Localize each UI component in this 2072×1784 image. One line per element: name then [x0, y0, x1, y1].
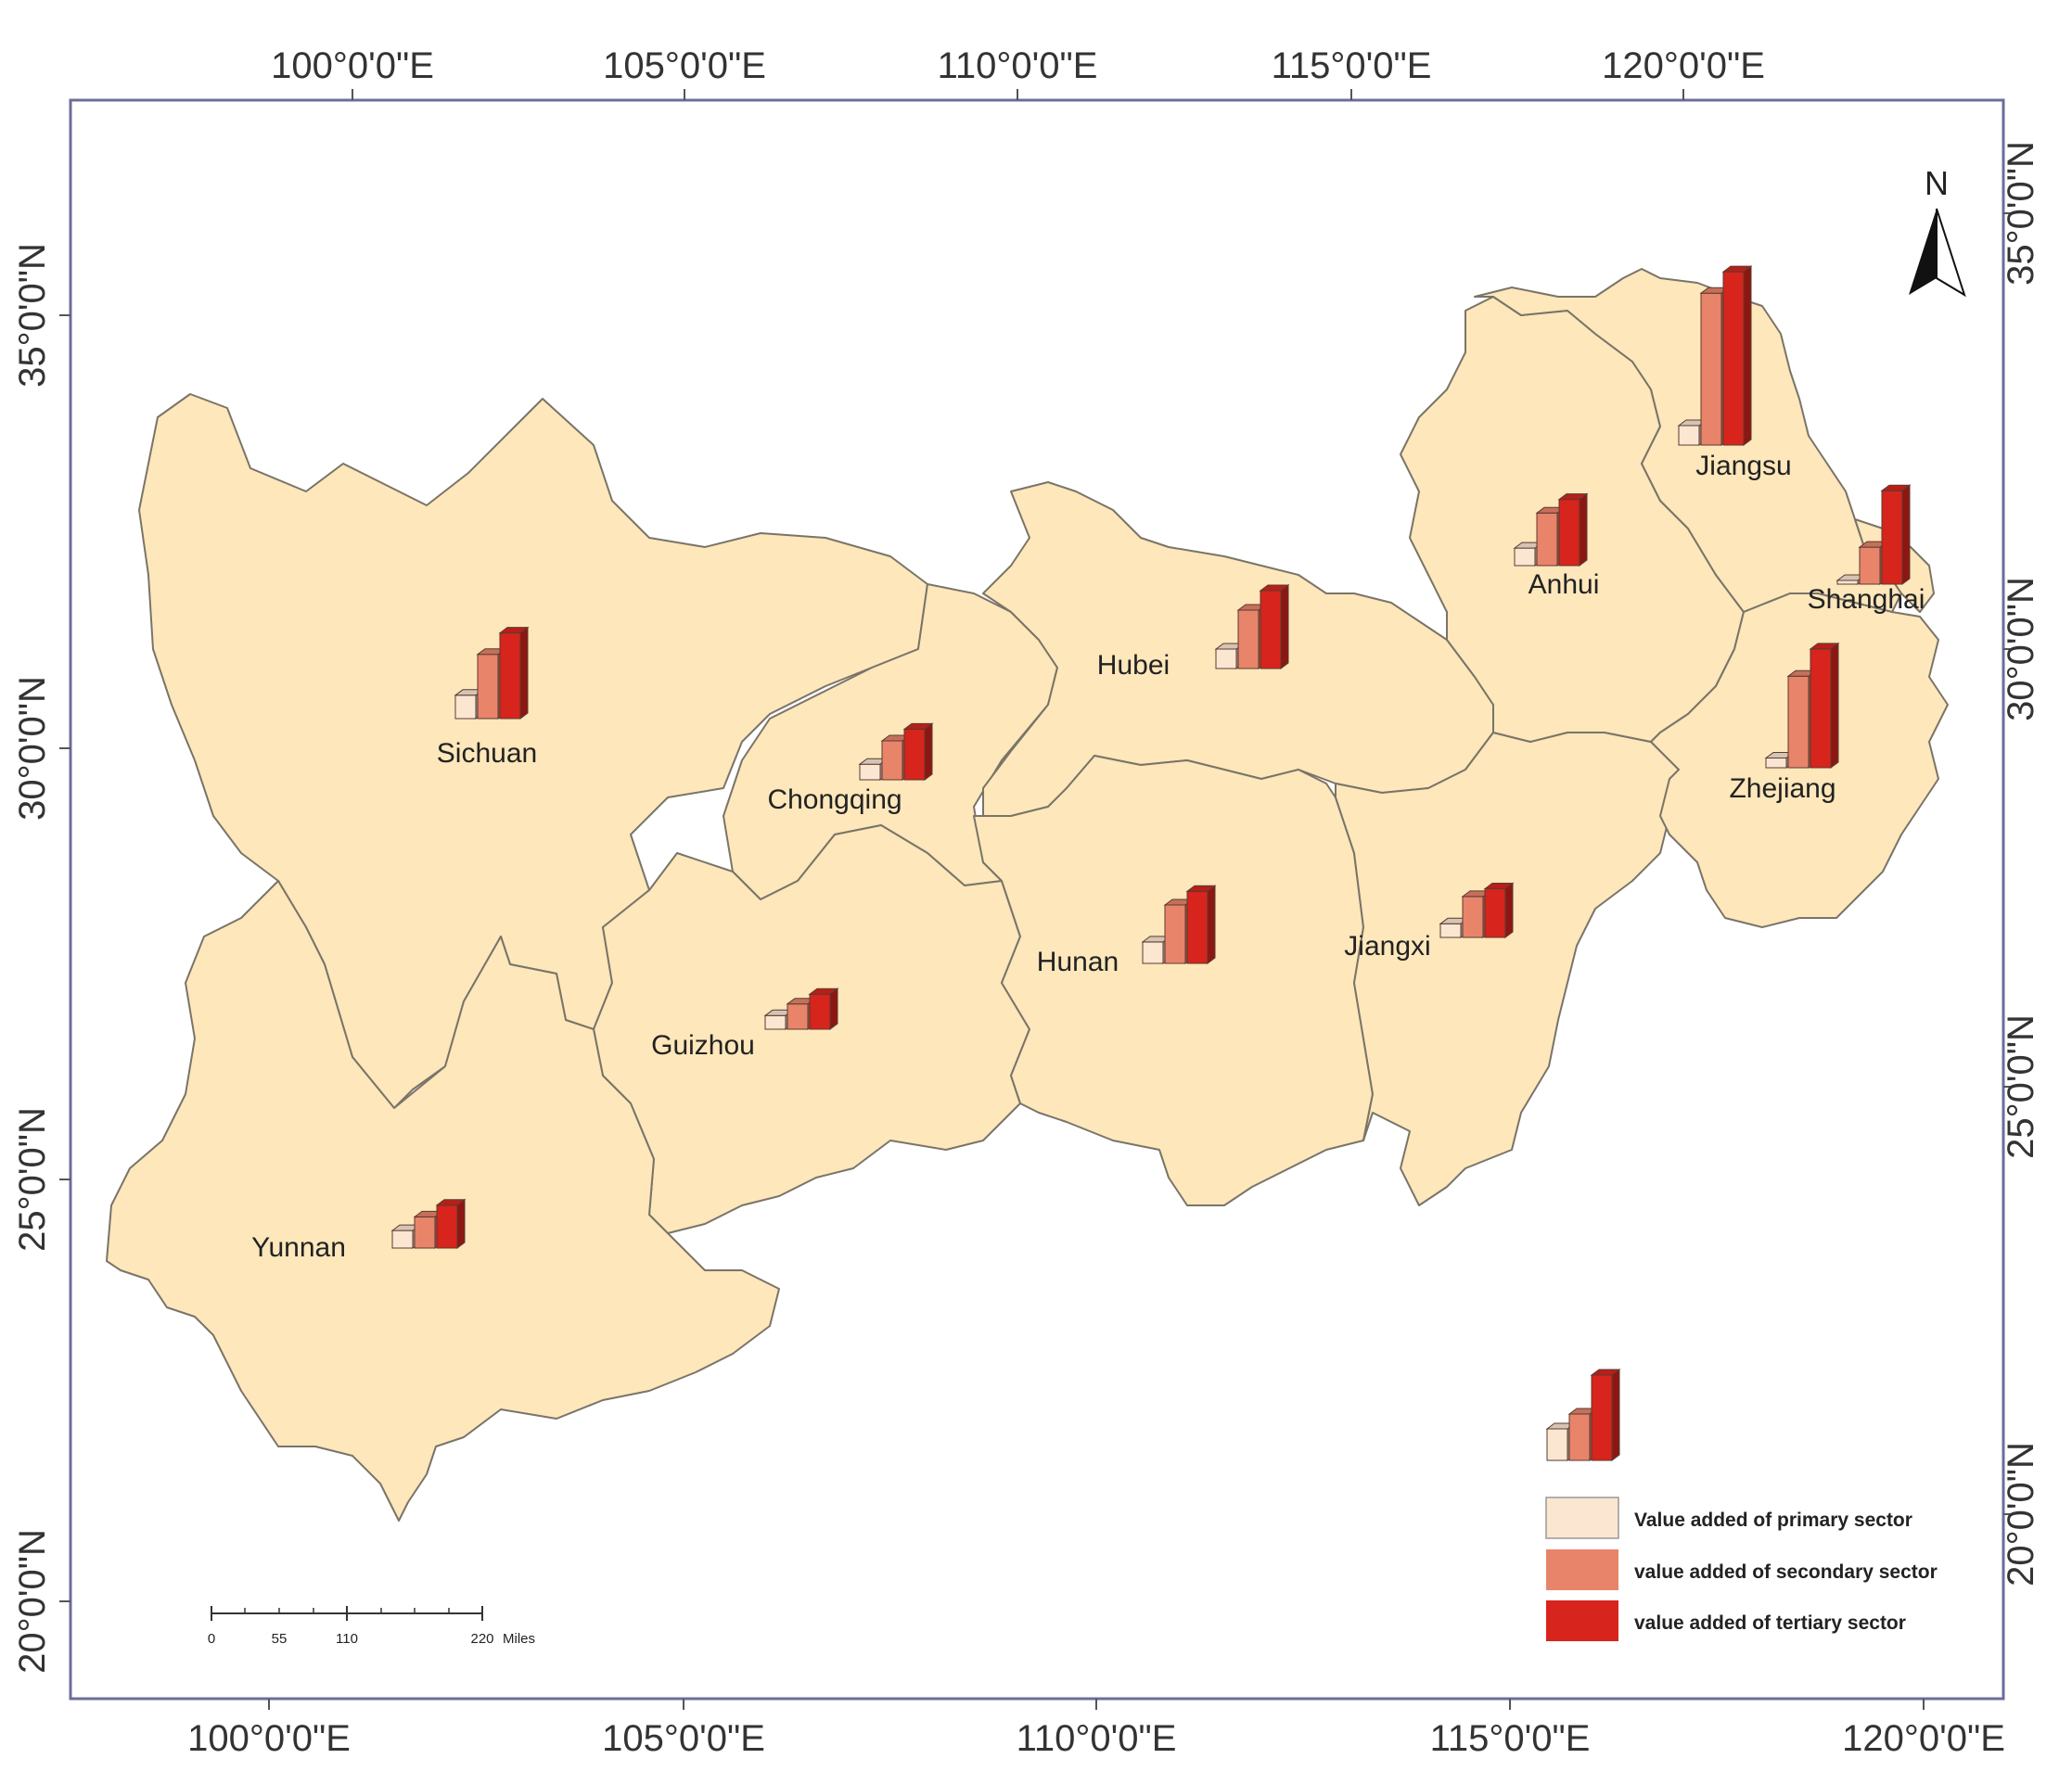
lon-label-top: 110°0'0"E: [938, 45, 1098, 86]
legend-label-secondary: value added of secondary sector: [1634, 1561, 1938, 1583]
legend: Value added of primary sector value adde…: [1545, 1369, 1938, 1641]
bar-tertiary: [1483, 882, 1515, 938]
north-arrow-icon: N: [1909, 164, 1966, 298]
bar-group-guizhou: [763, 988, 839, 1030]
legend-swatch-tertiary: [1546, 1600, 1618, 1641]
province-label-jiangsu: Jiangsu: [1695, 451, 1791, 481]
lon-label-bottom: 110°0'0"E: [1017, 1718, 1177, 1759]
province-label-jiangxi: Jiangxi: [1344, 931, 1430, 962]
bar-tertiary: [435, 1198, 467, 1249]
bar-tertiary: [1259, 584, 1290, 669]
lat-label-left: 30°0'0"N: [12, 676, 53, 821]
bar-tertiary: [1809, 642, 1840, 769]
scale-unit: Miles: [503, 1631, 535, 1647]
province-label-anhui: Anhui: [1528, 569, 1600, 600]
province-label-chongqing: Chongqing: [767, 784, 902, 815]
province-label-sichuan: Sichuan: [437, 738, 537, 769]
scale-tick-110: 110: [336, 1631, 358, 1647]
bar-group-jiangxi: [1439, 882, 1515, 938]
province-label-yunnan: Yunnan: [251, 1232, 346, 1263]
legend-label-tertiary: value added of tertiary sector: [1634, 1612, 1906, 1634]
lat-label-right: 20°0'0"N: [2001, 1442, 2041, 1586]
legend-label-primary: Value added of primary sector: [1634, 1510, 1912, 1531]
lon-label-top: 100°0'0"E: [271, 45, 434, 86]
scale-bar: 0 55 110 220 Miles: [208, 1606, 535, 1647]
lon-label-bottom: 105°0'0"E: [602, 1718, 765, 1759]
bar-group-yunnan: [390, 1198, 467, 1249]
bar-primary: [1439, 917, 1470, 938]
bar-tertiary: [1557, 492, 1589, 567]
lon-label-top: 120°0'0"E: [1602, 45, 1765, 86]
lon-label-top: 115°0'0"E: [1272, 45, 1432, 86]
province-label-hubei: Hubei: [1097, 650, 1170, 681]
lon-label-top: 105°0'0"E: [603, 45, 766, 86]
lat-label-right: 25°0'0"N: [2001, 1014, 2041, 1159]
lon-label-bottom: 115°0'0"E: [1430, 1718, 1591, 1759]
legend-bar-tertiary: [1590, 1369, 1621, 1461]
bar-tertiary: [808, 988, 839, 1030]
bar-tertiary: [1721, 265, 1753, 446]
scale-tick-0: 0: [208, 1631, 215, 1647]
lat-label-left: 25°0'0"N: [12, 1107, 53, 1252]
lat-label-left: 35°0'0"N: [12, 243, 53, 388]
bar-group-hubei: [1214, 584, 1290, 669]
legend-bar-symbol: [1545, 1369, 1621, 1461]
province-labels: Sichuan Chongqing Guizhou Yunnan Hubei H…: [251, 451, 1925, 1263]
legend-swatch-primary: [1545, 1497, 1619, 1539]
lon-label-bottom: 100°0'0"E: [187, 1718, 351, 1759]
bar-group-hunan: [1141, 885, 1217, 964]
bar-tertiary: [1185, 885, 1217, 964]
bar-group-anhui: [1513, 492, 1589, 567]
bar-tertiary: [1880, 484, 1912, 585]
province-label-zhejiang: Zhejiang: [1729, 773, 1835, 804]
bar-group-jiangsu: [1677, 265, 1753, 446]
lat-label-right: 30°0'0"N: [2001, 577, 2041, 721]
bar-tertiary: [498, 626, 530, 720]
scale-tick-55: 55: [272, 1631, 288, 1647]
bar-group-zhejiang: [1764, 642, 1840, 769]
graticule-labels: 100°0'0"E 105°0'0"E 110°0'0"E 115°0'0"E …: [12, 45, 2041, 1759]
lat-label-left: 20°0'0"N: [12, 1529, 53, 1674]
province-label-guizhou: Guizhou: [651, 1030, 755, 1061]
bar-group-chongqing: [858, 722, 934, 781]
province-bar-charts: [390, 265, 1912, 1249]
region-hunan: [973, 755, 1374, 1206]
map-frame: [69, 98, 2005, 1701]
scale-tick-220: 220: [470, 1631, 493, 1647]
lon-label-bottom: 120°0'0"E: [1842, 1718, 2005, 1759]
bar-tertiary: [902, 722, 934, 781]
province-label-hunan: Hunan: [1037, 947, 1119, 977]
graticule-ticks: [59, 89, 2014, 1710]
province-label-shanghai: Shanghai: [1808, 584, 1925, 615]
bar-group-shanghai: [1835, 484, 1912, 585]
bar-group-sichuan: [454, 626, 530, 720]
north-label: N: [1925, 164, 1949, 202]
legend-swatch-secondary: [1546, 1549, 1618, 1590]
province-regions: [106, 268, 1949, 1522]
lat-label-right: 35°0'0"N: [2001, 141, 2041, 286]
